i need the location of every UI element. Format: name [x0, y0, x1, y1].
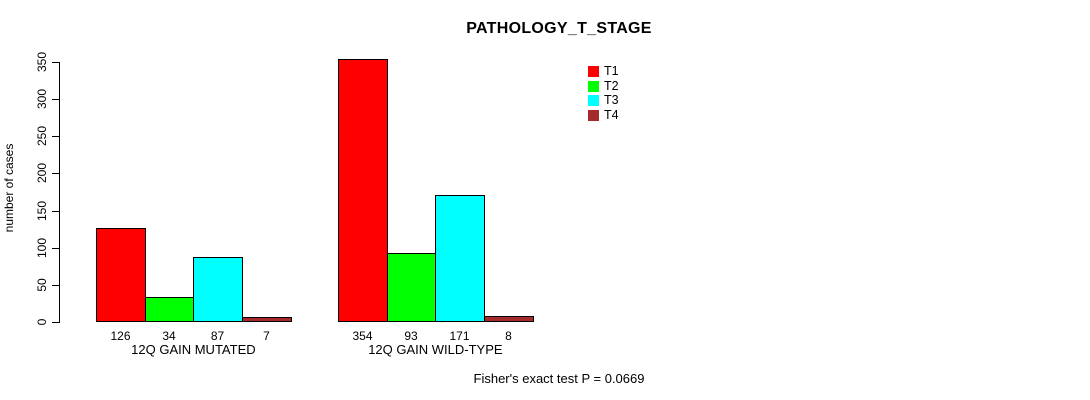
y-axis-tick: [52, 285, 59, 286]
category-label: 12Q GAIN WILD-TYPE: [368, 342, 503, 357]
bar-value-label: 7: [263, 329, 270, 343]
bar-value-label: 34: [162, 329, 176, 343]
category-label: 12Q GAIN MUTATED: [131, 342, 256, 357]
y-axis-tick: [52, 248, 59, 249]
bar-t3-group2: [435, 195, 485, 322]
legend-swatch-t3: [588, 95, 599, 106]
y-axis-tick: [52, 173, 59, 174]
bar-t3-group1: [193, 257, 243, 322]
bar-t4-group1: [242, 317, 292, 322]
stat-caption: Fisher's exact test P = 0.0669: [473, 371, 645, 386]
y-axis-tick: [52, 136, 59, 137]
bar-t1-group1: [96, 228, 146, 322]
chart-title: PATHOLOGY_T_STAGE: [466, 20, 652, 37]
bar-t1-group2: [338, 59, 388, 322]
legend-swatch-t2: [588, 80, 599, 92]
bar-value-label: 171: [449, 329, 470, 343]
legend-label-t3: T3: [604, 93, 619, 107]
y-axis-tick: [52, 211, 59, 212]
y-axis-tick: [52, 322, 59, 323]
legend-label-t2: T2: [604, 78, 619, 93]
y-axis-tick: [52, 62, 59, 63]
bar-value-label: 87: [210, 329, 225, 343]
legend-swatch-t1: [588, 66, 599, 77]
legend-swatch-t4: [588, 109, 599, 121]
y-axis-tick: [52, 99, 59, 100]
y-axis-line: [59, 62, 60, 323]
bar-value-label: 8: [505, 329, 512, 343]
legend-label-t4: T4: [604, 107, 619, 122]
legend-label-t1: T1: [604, 64, 619, 78]
bar-value-label: 126: [110, 329, 131, 343]
bar-value-label: 354: [352, 329, 373, 343]
bar-value-label: 93: [404, 329, 418, 343]
bar-t4-group2: [484, 316, 534, 322]
